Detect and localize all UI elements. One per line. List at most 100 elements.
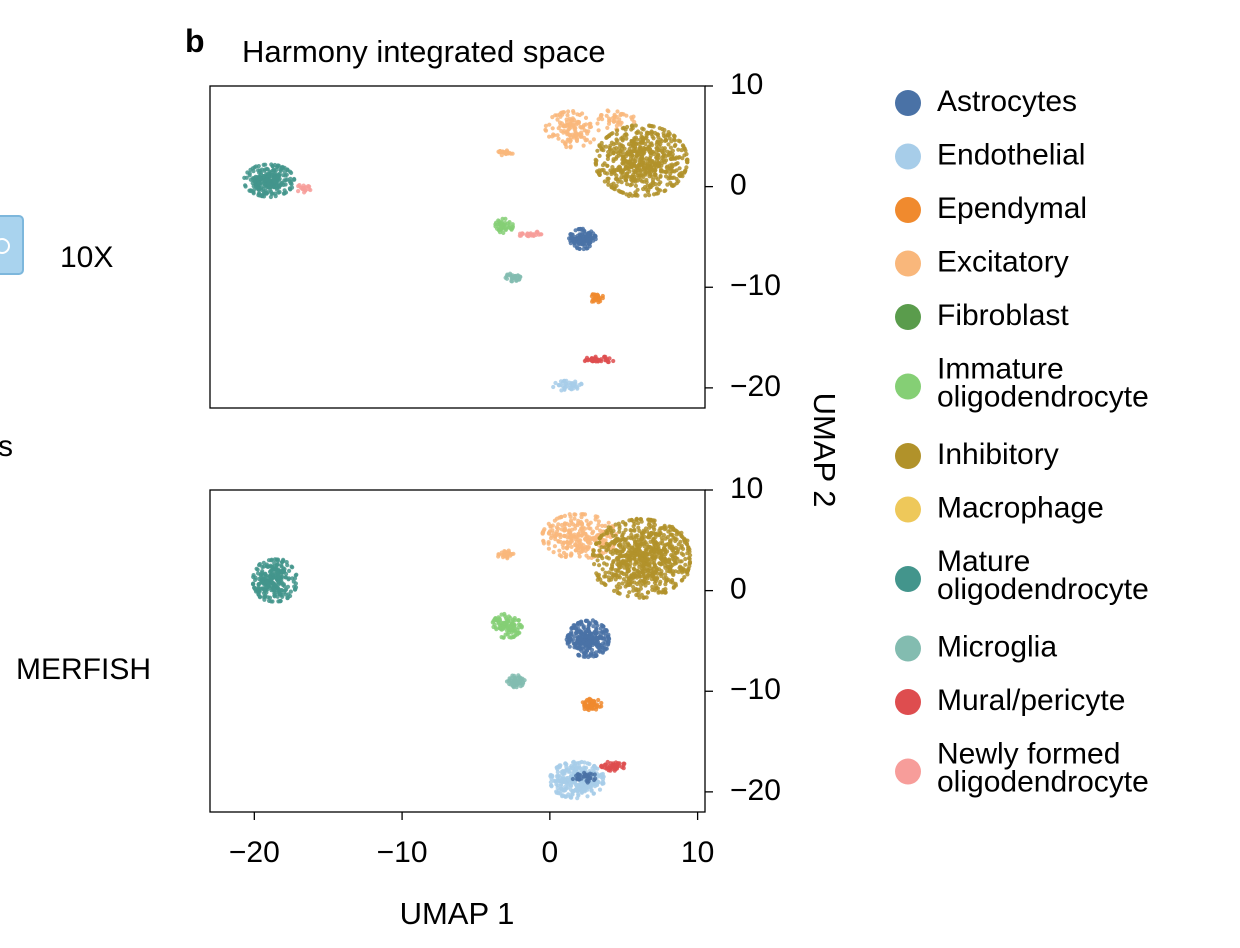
umap-point [578,538,583,543]
umap-point [276,172,281,177]
umap-point [607,147,613,152]
umap-point [625,171,630,176]
umap-point [575,233,580,238]
umap-point [624,574,629,579]
umap-point [657,148,662,153]
legend-swatch [895,443,921,469]
umap-point [661,153,666,158]
umap-point [624,113,629,118]
umap-point [501,230,506,235]
umap-point [563,140,569,145]
umap-point [276,582,281,587]
umap-point [568,145,573,150]
umap-point [272,179,277,184]
umap-point [569,551,574,556]
cluster-astrocytes [567,226,598,252]
umap-point [656,550,662,556]
umap-point [653,547,658,552]
umap-point [652,164,657,169]
umap-point [259,570,264,575]
umap-point [591,529,596,534]
umap-point [541,539,546,544]
umap-point [570,534,575,539]
umap-point [283,575,288,580]
umap-point [637,166,642,171]
umap-point [610,540,615,545]
umap-point [658,526,663,531]
umap-point [654,155,659,160]
umap-point [674,176,679,182]
umap-point [613,522,618,527]
umap-point [576,531,581,536]
umap-point [614,123,620,128]
y-axis-label: UMAP 2 [807,393,842,508]
umap-point [577,112,582,118]
umap-point [612,114,617,119]
umap-point [676,138,681,143]
umap-point [306,184,311,189]
umap-point [272,172,277,177]
umap-point [591,299,596,304]
cluster-excitatory [496,148,515,158]
umap-point [254,186,260,191]
legend-swatch [895,197,921,223]
umap-point [567,133,572,138]
umap-point [509,279,515,284]
umap-point [641,165,646,170]
umap-point [562,123,567,128]
cluster-immature-oligodendrocyte [493,216,515,235]
umap-point [603,144,609,149]
umap-point [645,138,651,144]
umap-point [663,590,668,595]
umap-point [493,224,498,229]
umap-point [644,187,649,192]
umap-point [288,593,293,599]
cluster-excitatory [540,512,619,561]
umap-point [517,274,523,279]
umap-point [659,168,664,173]
umap-point [585,238,591,243]
umap-point [633,539,638,544]
umap-point [615,549,621,554]
umap-point [564,378,569,383]
legend-item-newly-formed-oligodendrocyte: Newly formed oligodendrocyte [895,737,1149,798]
umap-point [680,546,686,552]
umap-point [520,680,526,685]
umap-point [614,762,619,768]
umap-point [293,581,298,586]
umap-point [600,163,606,168]
umap-point [580,548,585,554]
umap-point [593,620,599,625]
umap-point [577,644,582,650]
umap-point [675,549,680,554]
umap-point [599,700,604,706]
umap-point [583,634,588,639]
umap-point [615,587,620,592]
umap-point [288,589,293,594]
umap-point [607,578,612,583]
umap-point [679,559,684,564]
umap-point [682,538,687,543]
umap-point [243,183,248,188]
umap-point [658,562,663,567]
umap-point [683,168,688,173]
umap-point [265,595,271,600]
umap-point [558,763,563,768]
umap-point [629,532,634,538]
umap-point [646,557,651,562]
x-tick-label: 10 [681,836,714,869]
umap-point [510,151,515,156]
umap-point [585,794,590,799]
umap-point [624,554,629,559]
umap-point [289,185,295,190]
umap-point [613,539,618,544]
cluster-mural-pericyte [582,354,616,365]
umap-point [569,232,574,237]
umap-point [623,174,628,179]
umap-point [611,142,616,147]
umap-point [679,148,684,153]
umap-point [641,561,646,566]
umap-point [585,618,590,623]
umap-point [643,141,648,147]
umap-point [278,598,283,604]
